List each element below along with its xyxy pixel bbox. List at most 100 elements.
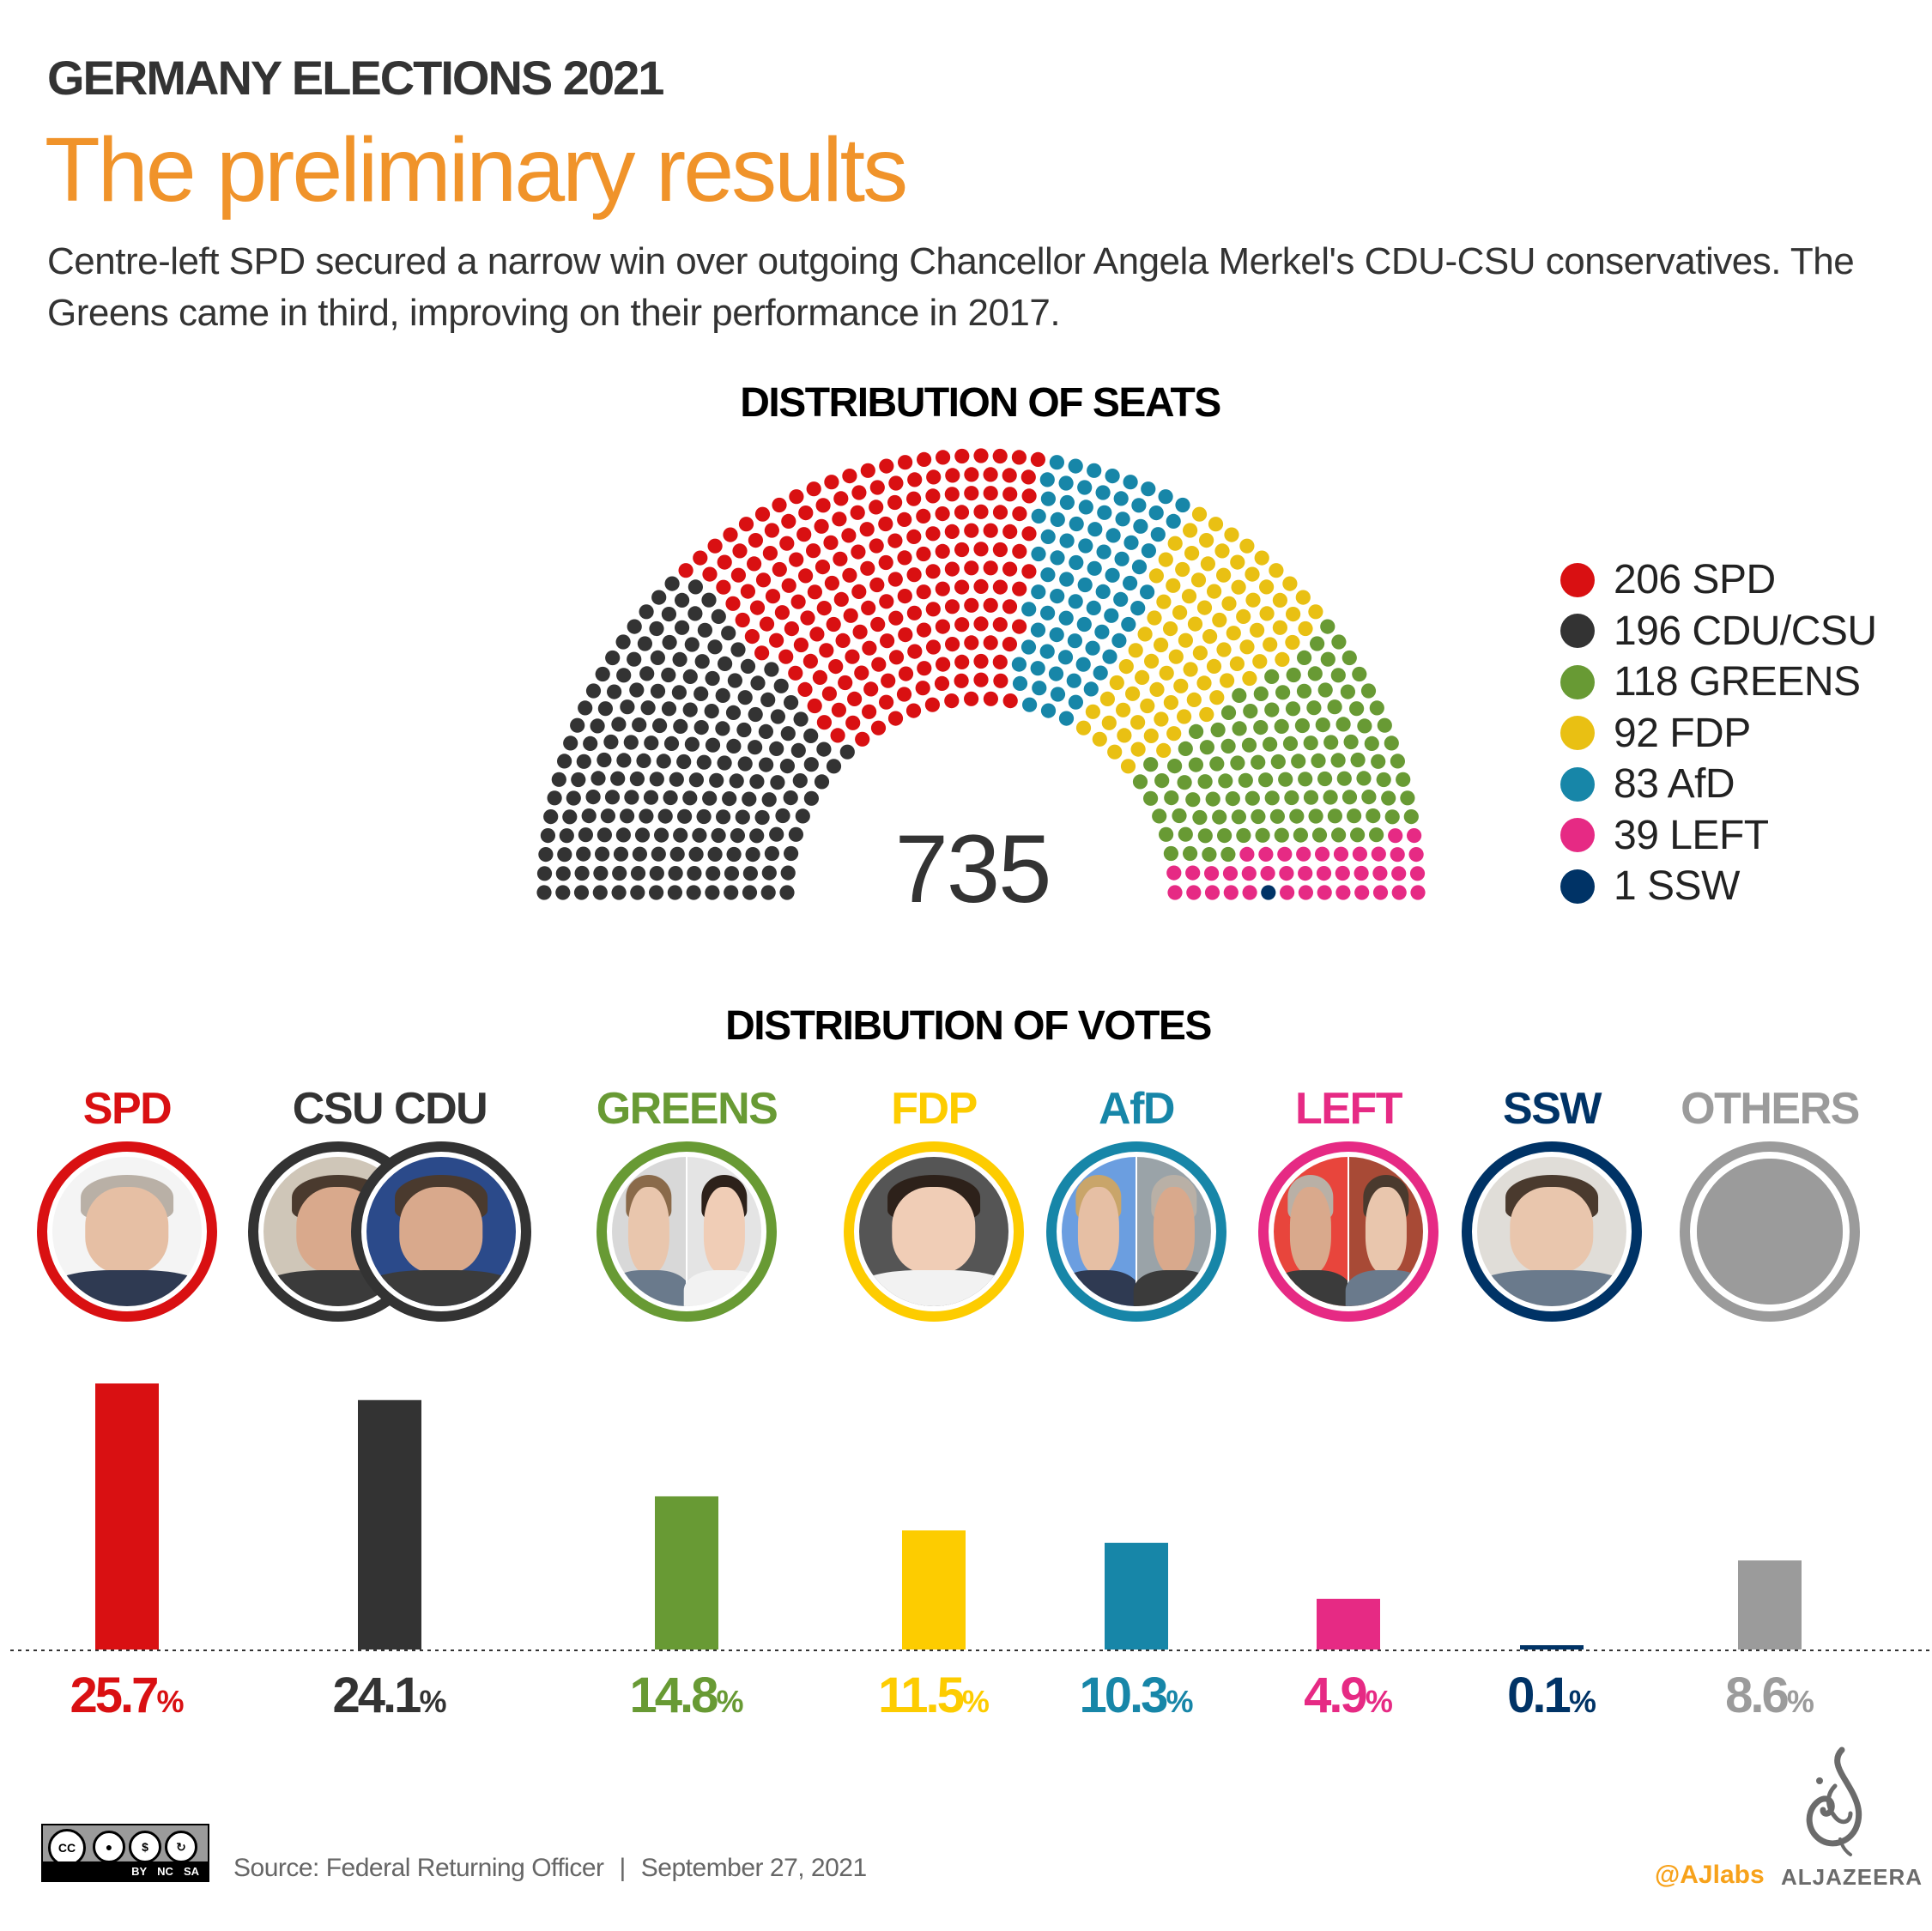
seat-spd [888, 610, 904, 626]
seat-greens [1377, 717, 1392, 733]
seat-spd [796, 527, 812, 542]
seat-afd [1111, 633, 1127, 649]
seat-fdp [1159, 665, 1174, 681]
seat-spd [806, 543, 821, 559]
seat-greens [1320, 651, 1335, 667]
seat-spd [887, 494, 903, 511]
seat-fdp [1186, 692, 1202, 708]
seat-fdp [1230, 554, 1245, 570]
seat-greens [1336, 771, 1352, 786]
seat-greens [1366, 808, 1381, 824]
seat-spd [798, 505, 814, 521]
seat-cdu-csu [705, 670, 720, 687]
seat-greens [1349, 701, 1365, 717]
seat-cdu-csu [661, 607, 677, 622]
seat-spd [841, 528, 857, 543]
seat-afd [1113, 591, 1129, 608]
seat-greens [1251, 808, 1266, 825]
source-text: Source: Federal Returning Officer [233, 1854, 604, 1882]
seat-spd [693, 550, 708, 566]
seat-greens [1390, 754, 1405, 769]
seat-cdu-csu [636, 753, 651, 769]
legend-label: 118 GREENS [1614, 659, 1861, 705]
separator: | [619, 1854, 627, 1882]
seat-spd [992, 542, 1008, 558]
seat-greens [1364, 735, 1379, 752]
seat-left [1260, 866, 1275, 881]
seat-greens [1269, 808, 1285, 824]
seat-afd [1102, 649, 1117, 664]
party-portrait [597, 1141, 777, 1322]
seat-left [1166, 865, 1182, 881]
legend-swatch [1560, 869, 1595, 904]
candidate-photo-half [1133, 1157, 1211, 1306]
ajlabs-handle: @AJlabs [1655, 1861, 1765, 1889]
seat-cdu-csu [730, 642, 746, 657]
seat-spd [973, 542, 989, 557]
seat-spd [793, 637, 809, 653]
percent-label: 24.1% [333, 1667, 447, 1724]
date-text: September 27, 2021 [640, 1854, 867, 1882]
seat-spd [936, 657, 951, 672]
seat-fdp [1220, 673, 1235, 688]
seat-greens [1282, 735, 1299, 752]
seat-spd [702, 566, 718, 582]
seat-spd [983, 560, 998, 576]
person-face [627, 1186, 670, 1274]
percent-value: 4.9 [1304, 1668, 1368, 1723]
seat-cdu-csu [637, 636, 653, 651]
seat-afd [1066, 673, 1081, 688]
seat-fdp [1216, 642, 1232, 657]
seat-cdu-csu [585, 790, 601, 805]
percent-label: 25.7% [70, 1667, 185, 1724]
seat-spd [754, 645, 770, 661]
license-by: BY [131, 1864, 148, 1878]
seat-spd [814, 518, 829, 534]
seat-greens [1327, 808, 1342, 824]
seat-spd [870, 616, 886, 633]
seat-cdu-csu [630, 866, 646, 881]
seat-fdp [1272, 620, 1287, 635]
seat-cdu-csu [725, 705, 742, 721]
seat-greens [1294, 717, 1310, 734]
seat-fdp [1239, 639, 1255, 655]
seat-spd [897, 550, 912, 566]
seat-spd [915, 681, 930, 696]
seat-spd [815, 498, 831, 513]
portrait-ring [351, 1141, 531, 1322]
cc-icon: CC [48, 1829, 86, 1867]
candidate-photo-half [683, 1157, 761, 1306]
seat-cdu-csu [745, 847, 760, 863]
seat-spd [879, 694, 894, 710]
seat-greens [1303, 790, 1319, 805]
seat-fdp [1199, 706, 1214, 723]
seat-greens [1225, 791, 1240, 807]
seat-cdu-csu [667, 885, 683, 900]
seat-left [1185, 865, 1201, 881]
seat-afd [1075, 657, 1091, 672]
seat-fdp [1149, 681, 1165, 698]
seat-greens [1323, 790, 1338, 805]
seat-fdp [1183, 523, 1198, 538]
seat-spd [1002, 487, 1018, 502]
seat-fdp [1144, 653, 1160, 669]
person-torso [1477, 1270, 1626, 1306]
seat-spd [936, 450, 951, 465]
seat-left [1204, 866, 1220, 881]
seat-afd [1059, 494, 1075, 511]
seat-cdu-csu [630, 885, 645, 900]
seat-cdu-csu [697, 622, 713, 638]
seat-greens [1220, 738, 1236, 754]
seat-fdp [1120, 759, 1136, 774]
seat-fdp [1143, 728, 1159, 744]
seat-cdu-csu [711, 827, 726, 844]
seat-cdu-csu [742, 885, 758, 900]
seat-afd [1048, 666, 1064, 681]
seat-cdu-csu [687, 579, 704, 595]
seat-afd [1131, 560, 1148, 575]
seat-spd [716, 579, 731, 595]
seat-cdu-csu [581, 808, 597, 824]
seat-spd [916, 508, 931, 524]
candidate-photo [859, 1157, 1008, 1306]
seat-spd [973, 578, 989, 595]
